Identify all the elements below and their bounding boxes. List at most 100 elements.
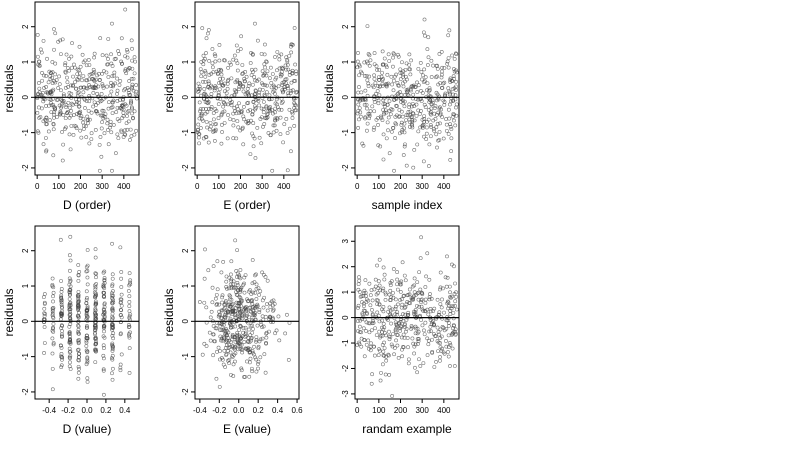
data-point: [417, 357, 421, 362]
data-point: [75, 77, 80, 82]
data-points: [355, 17, 459, 173]
data-point: [201, 107, 206, 111]
data-point: [367, 281, 372, 286]
data-point: [391, 64, 395, 69]
data-point: [285, 59, 290, 64]
data-point: [60, 334, 64, 339]
data-point: [79, 135, 84, 140]
data-point: [41, 320, 46, 324]
data-point: [211, 111, 216, 115]
data-point: [125, 86, 130, 90]
data-point: [286, 86, 291, 91]
data-point: [430, 337, 434, 342]
data-point: [440, 69, 444, 74]
data-point: [426, 35, 431, 40]
data-point: [204, 344, 209, 348]
data-point: [60, 37, 65, 42]
data-point: [109, 356, 114, 361]
data-point: [386, 81, 391, 86]
data-point: [196, 81, 201, 86]
data-point: [85, 358, 90, 363]
data-point: [407, 105, 412, 110]
data-point: [208, 107, 213, 111]
data-point: [235, 280, 240, 285]
data-point: [278, 115, 283, 120]
data-point: [416, 108, 421, 113]
data-point: [67, 105, 72, 110]
data-point: [210, 61, 215, 66]
data-point: [39, 106, 44, 111]
data-point: [447, 89, 451, 94]
data-point: [380, 343, 385, 347]
data-point: [448, 295, 453, 300]
data-point: [206, 28, 211, 32]
data-point: [412, 118, 417, 123]
data-point: [42, 325, 47, 329]
data-point: [260, 270, 265, 275]
data-point: [225, 136, 230, 141]
data-point: [130, 106, 134, 111]
data-point: [123, 87, 128, 91]
data-point: [128, 137, 132, 142]
data-point: [245, 121, 250, 126]
data-point: [115, 132, 120, 137]
data-point: [358, 69, 363, 74]
data-point: [223, 339, 228, 344]
data-point: [274, 97, 279, 102]
y-tick-label: 2: [181, 24, 190, 29]
data-point: [127, 323, 131, 327]
data-point: [233, 309, 237, 314]
data-point: [110, 241, 114, 246]
data-point: [436, 110, 441, 115]
data-point: [410, 284, 415, 289]
data-point: [289, 80, 294, 85]
data-point: [35, 110, 40, 115]
data-point: [381, 305, 386, 309]
data-point: [452, 118, 456, 123]
data-point: [226, 102, 230, 107]
data-point: [437, 332, 441, 337]
data-point: [65, 110, 70, 115]
data-point: [78, 85, 83, 90]
data-point: [109, 130, 114, 135]
data-point: [81, 116, 86, 121]
data-point: [234, 136, 239, 141]
data-point: [85, 308, 90, 313]
data-point: [399, 120, 404, 125]
data-point: [440, 65, 444, 70]
data-point: [35, 33, 40, 37]
data-point: [215, 302, 220, 306]
data-point: [118, 365, 123, 370]
x-tick-label: 0: [355, 182, 360, 191]
data-point: [44, 118, 48, 123]
data-point: [430, 350, 435, 354]
data-point: [268, 133, 273, 138]
data-point: [109, 80, 113, 85]
data-point: [127, 324, 132, 329]
data-point: [101, 356, 106, 361]
data-point: [425, 47, 430, 52]
x-tick-label: 0: [355, 406, 360, 415]
data-point: [127, 304, 132, 308]
data-point: [413, 324, 418, 329]
data-point: [131, 116, 135, 121]
data-point: [273, 55, 277, 59]
x-tick-label: -0.2: [61, 406, 75, 415]
data-point: [246, 346, 251, 351]
data-point: [422, 117, 427, 121]
data-point: [449, 149, 454, 154]
data-point: [428, 97, 432, 102]
data-point: [377, 348, 382, 353]
data-point: [67, 94, 72, 99]
data-point: [42, 300, 47, 305]
data-point: [422, 328, 426, 333]
data-point: [440, 72, 444, 77]
data-point: [288, 44, 293, 49]
data-point: [210, 285, 215, 290]
data-point: [67, 301, 72, 306]
data-point: [68, 268, 72, 273]
data-point: [243, 346, 248, 351]
data-point: [251, 121, 256, 125]
data-point: [217, 87, 222, 92]
